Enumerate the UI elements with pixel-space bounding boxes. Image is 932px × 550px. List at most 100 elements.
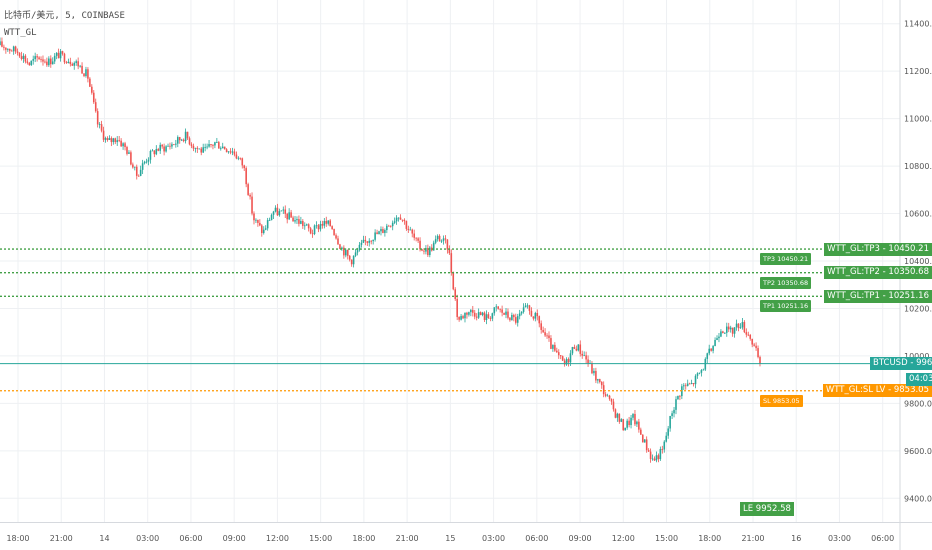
- candle: [159, 144, 162, 151]
- candle: [708, 348, 711, 354]
- candle: [499, 308, 501, 310]
- candle: [382, 229, 384, 233]
- candle: [573, 346, 576, 349]
- candle: [69, 61, 72, 65]
- candle: [180, 139, 183, 141]
- candle: [712, 346, 714, 351]
- candle: [417, 238, 419, 241]
- sl-marker-label: SL 9853.05: [760, 394, 803, 407]
- candle: [81, 65, 83, 74]
- candle: [264, 228, 267, 230]
- candle: [727, 326, 730, 330]
- candle: [542, 329, 544, 333]
- candle: [612, 401, 615, 410]
- candle: [343, 247, 345, 256]
- indicator-name[interactable]: WTT_GL: [4, 28, 37, 38]
- candle: [313, 225, 316, 235]
- candle: [311, 233, 314, 235]
- candle: [380, 229, 382, 232]
- candle: [346, 249, 349, 256]
- candle: [618, 413, 621, 422]
- candle: [157, 149, 160, 151]
- candle: [559, 355, 562, 357]
- candle: [710, 348, 712, 351]
- tp-axis-tag: WTT_GL:TP3 - 10450.21: [824, 242, 932, 256]
- candle: [432, 242, 435, 251]
- candle: [522, 307, 525, 312]
- candle: [362, 239, 365, 243]
- x-tick-label: 15:00: [655, 534, 678, 543]
- candle: [135, 166, 138, 176]
- candle: [212, 145, 214, 146]
- candle: [407, 228, 410, 230]
- x-tick-label: 18:00: [352, 534, 375, 543]
- x-tick-label: 15: [445, 534, 455, 543]
- x-tick-label: 06:00: [179, 534, 202, 543]
- candle: [714, 339, 716, 347]
- candle: [620, 419, 623, 422]
- candle: [7, 48, 9, 50]
- candle: [661, 448, 664, 450]
- candle: [28, 62, 31, 66]
- candle: [3, 46, 5, 48]
- candle: [421, 249, 423, 251]
- x-tick-label: 16: [791, 534, 801, 543]
- candle: [278, 211, 281, 216]
- candle: [34, 56, 36, 60]
- candle: [20, 56, 23, 60]
- x-tick-label: 12:00: [612, 534, 635, 543]
- candle: [0, 41, 1, 46]
- candle: [514, 317, 517, 323]
- candle: [255, 219, 257, 221]
- candle: [419, 240, 421, 250]
- candle: [282, 209, 285, 211]
- candle: [171, 144, 173, 147]
- candle: [466, 312, 468, 315]
- candle: [472, 309, 474, 313]
- candle: [477, 312, 480, 318]
- candle: [151, 150, 154, 152]
- candle: [46, 61, 48, 66]
- candle: [108, 138, 111, 141]
- candle: [520, 311, 523, 314]
- candle: [94, 102, 97, 112]
- candle: [556, 350, 558, 353]
- candle: [389, 225, 392, 227]
- candle: [315, 225, 318, 227]
- candle: [460, 316, 462, 320]
- y-tick-label: 10800.00: [904, 162, 932, 171]
- candle: [331, 226, 333, 230]
- candle: [126, 147, 128, 154]
- candle: [501, 309, 503, 313]
- candle: [585, 355, 587, 360]
- candle: [528, 305, 531, 311]
- candle: [737, 323, 740, 329]
- candle: [257, 219, 259, 223]
- candle: [305, 224, 308, 226]
- candle: [202, 147, 204, 153]
- candle: [233, 151, 236, 155]
- candle: [638, 421, 640, 430]
- candle: [565, 358, 568, 365]
- candle: [137, 175, 140, 177]
- candle: [581, 353, 584, 356]
- candle: [196, 147, 199, 149]
- candle: [38, 57, 40, 60]
- candle: [149, 151, 152, 160]
- candle: [557, 352, 560, 356]
- candle: [102, 130, 105, 140]
- candle: [266, 220, 269, 229]
- candle: [651, 458, 654, 460]
- candle: [505, 311, 507, 315]
- candle: [464, 312, 466, 319]
- candle: [718, 336, 720, 339]
- candle: [677, 395, 679, 400]
- candle: [503, 312, 505, 315]
- candle: [42, 59, 44, 62]
- candle: [454, 289, 457, 300]
- candle: [413, 233, 415, 238]
- candle: [583, 355, 585, 357]
- candle: [686, 383, 689, 386]
- candle: [526, 305, 529, 307]
